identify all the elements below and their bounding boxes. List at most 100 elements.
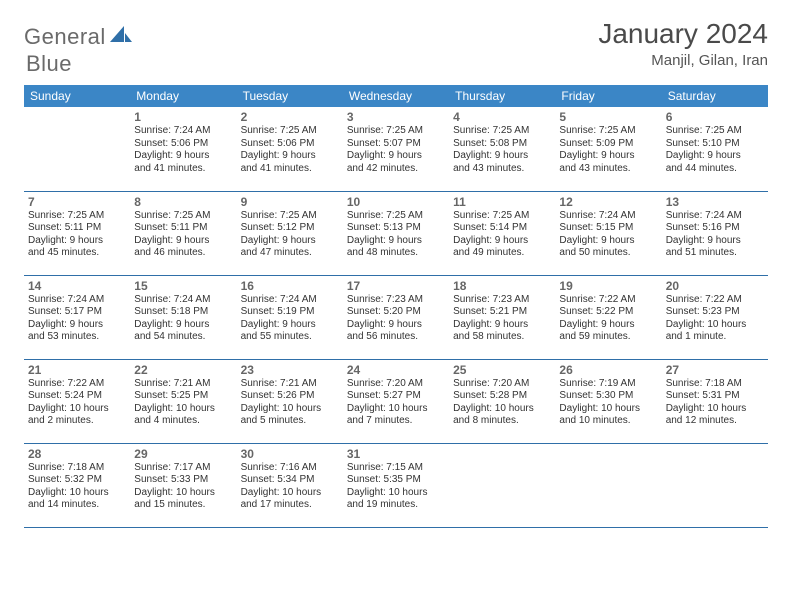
- daylight-line: Daylight: 9 hours: [559, 150, 657, 163]
- daylight-line: and 8 minutes.: [453, 415, 551, 428]
- sunset-line: Sunset: 5:11 PM: [28, 222, 126, 235]
- day-number: 8: [134, 195, 232, 209]
- day-number: 13: [666, 195, 764, 209]
- daylight-line: and 53 minutes.: [28, 331, 126, 344]
- daylight-line: and 44 minutes.: [666, 163, 764, 176]
- daylight-line: Daylight: 9 hours: [347, 150, 445, 163]
- day-header: Sunday: [24, 85, 130, 107]
- day-number: 25: [453, 363, 551, 377]
- daylight-line: and 7 minutes.: [347, 415, 445, 428]
- calendar-cell: 21Sunrise: 7:22 AMSunset: 5:24 PMDayligh…: [24, 359, 130, 443]
- day-number: 31: [347, 447, 445, 461]
- sunrise-line: Sunrise: 7:25 AM: [666, 125, 764, 138]
- day-number: 5: [559, 110, 657, 124]
- day-number: 20: [666, 279, 764, 293]
- sunset-line: Sunset: 5:08 PM: [453, 138, 551, 151]
- calendar-cell: 11Sunrise: 7:25 AMSunset: 5:14 PMDayligh…: [449, 191, 555, 275]
- daylight-line: and 2 minutes.: [28, 415, 126, 428]
- day-number: 4: [453, 110, 551, 124]
- daylight-line: and 10 minutes.: [559, 415, 657, 428]
- day-number: 27: [666, 363, 764, 377]
- daylight-line: and 15 minutes.: [134, 499, 232, 512]
- daylight-line: and 19 minutes.: [347, 499, 445, 512]
- daylight-line: Daylight: 9 hours: [241, 319, 339, 332]
- day-number: 3: [347, 110, 445, 124]
- sunrise-line: Sunrise: 7:24 AM: [28, 294, 126, 307]
- calendar-cell: 5Sunrise: 7:25 AMSunset: 5:09 PMDaylight…: [555, 107, 661, 191]
- sunset-line: Sunset: 5:14 PM: [453, 222, 551, 235]
- sunrise-line: Sunrise: 7:20 AM: [453, 378, 551, 391]
- daylight-line: Daylight: 10 hours: [453, 403, 551, 416]
- calendar-row: 28Sunrise: 7:18 AMSunset: 5:32 PMDayligh…: [24, 443, 768, 527]
- calendar-cell: 17Sunrise: 7:23 AMSunset: 5:20 PMDayligh…: [343, 275, 449, 359]
- day-number: 2: [241, 110, 339, 124]
- calendar-cell: 4Sunrise: 7:25 AMSunset: 5:08 PMDaylight…: [449, 107, 555, 191]
- sunset-line: Sunset: 5:24 PM: [28, 390, 126, 403]
- sunrise-line: Sunrise: 7:25 AM: [241, 125, 339, 138]
- calendar-cell: 20Sunrise: 7:22 AMSunset: 5:23 PMDayligh…: [662, 275, 768, 359]
- calendar-cell: [449, 443, 555, 527]
- daylight-line: and 46 minutes.: [134, 247, 232, 260]
- calendar-cell: 27Sunrise: 7:18 AMSunset: 5:31 PMDayligh…: [662, 359, 768, 443]
- daylight-line: Daylight: 9 hours: [134, 319, 232, 332]
- daylight-line: Daylight: 9 hours: [28, 319, 126, 332]
- calendar-cell: 16Sunrise: 7:24 AMSunset: 5:19 PMDayligh…: [237, 275, 343, 359]
- sunrise-line: Sunrise: 7:18 AM: [666, 378, 764, 391]
- sunrise-line: Sunrise: 7:23 AM: [453, 294, 551, 307]
- sunrise-line: Sunrise: 7:25 AM: [453, 125, 551, 138]
- day-number: 16: [241, 279, 339, 293]
- sunset-line: Sunset: 5:21 PM: [453, 306, 551, 319]
- sunrise-line: Sunrise: 7:24 AM: [241, 294, 339, 307]
- calendar-row: 21Sunrise: 7:22 AMSunset: 5:24 PMDayligh…: [24, 359, 768, 443]
- daylight-line: Daylight: 9 hours: [453, 150, 551, 163]
- day-header: Wednesday: [343, 85, 449, 107]
- sunset-line: Sunset: 5:20 PM: [347, 306, 445, 319]
- sunrise-line: Sunrise: 7:25 AM: [134, 210, 232, 223]
- calendar-cell: 14Sunrise: 7:24 AMSunset: 5:17 PMDayligh…: [24, 275, 130, 359]
- sunrise-line: Sunrise: 7:25 AM: [347, 210, 445, 223]
- daylight-line: and 51 minutes.: [666, 247, 764, 260]
- day-number: 21: [28, 363, 126, 377]
- daylight-line: and 43 minutes.: [559, 163, 657, 176]
- sunset-line: Sunset: 5:22 PM: [559, 306, 657, 319]
- calendar-cell: 9Sunrise: 7:25 AMSunset: 5:12 PMDaylight…: [237, 191, 343, 275]
- daylight-line: and 50 minutes.: [559, 247, 657, 260]
- daylight-line: Daylight: 9 hours: [453, 319, 551, 332]
- sunrise-line: Sunrise: 7:25 AM: [559, 125, 657, 138]
- sunset-line: Sunset: 5:17 PM: [28, 306, 126, 319]
- logo: General: [24, 24, 134, 50]
- daylight-line: and 1 minute.: [666, 331, 764, 344]
- sunset-line: Sunset: 5:13 PM: [347, 222, 445, 235]
- day-number: 19: [559, 279, 657, 293]
- sunset-line: Sunset: 5:07 PM: [347, 138, 445, 151]
- title-block: January 2024 Manjil, Gilan, Iran: [598, 18, 768, 69]
- daylight-line: Daylight: 9 hours: [241, 235, 339, 248]
- sunrise-line: Sunrise: 7:21 AM: [241, 378, 339, 391]
- sunrise-line: Sunrise: 7:25 AM: [28, 210, 126, 223]
- day-number: 1: [134, 110, 232, 124]
- sunset-line: Sunset: 5:26 PM: [241, 390, 339, 403]
- daylight-line: and 5 minutes.: [241, 415, 339, 428]
- day-header: Saturday: [662, 85, 768, 107]
- daylight-line: Daylight: 9 hours: [559, 319, 657, 332]
- sunrise-line: Sunrise: 7:25 AM: [241, 210, 339, 223]
- calendar-cell: 1Sunrise: 7:24 AMSunset: 5:06 PMDaylight…: [130, 107, 236, 191]
- daylight-line: and 12 minutes.: [666, 415, 764, 428]
- sunset-line: Sunset: 5:15 PM: [559, 222, 657, 235]
- sunrise-line: Sunrise: 7:21 AM: [134, 378, 232, 391]
- day-number: 18: [453, 279, 551, 293]
- calendar-cell: 28Sunrise: 7:18 AMSunset: 5:32 PMDayligh…: [24, 443, 130, 527]
- daylight-line: Daylight: 9 hours: [28, 235, 126, 248]
- sunrise-line: Sunrise: 7:25 AM: [453, 210, 551, 223]
- day-number: 28: [28, 447, 126, 461]
- sunset-line: Sunset: 5:30 PM: [559, 390, 657, 403]
- daylight-line: Daylight: 10 hours: [241, 403, 339, 416]
- daylight-line: and 48 minutes.: [347, 247, 445, 260]
- sunset-line: Sunset: 5:10 PM: [666, 138, 764, 151]
- calendar-cell: 23Sunrise: 7:21 AMSunset: 5:26 PMDayligh…: [237, 359, 343, 443]
- calendar-cell: [555, 443, 661, 527]
- sunset-line: Sunset: 5:12 PM: [241, 222, 339, 235]
- sunrise-line: Sunrise: 7:16 AM: [241, 462, 339, 475]
- calendar-cell: 10Sunrise: 7:25 AMSunset: 5:13 PMDayligh…: [343, 191, 449, 275]
- logo-sail-icon: [110, 26, 132, 49]
